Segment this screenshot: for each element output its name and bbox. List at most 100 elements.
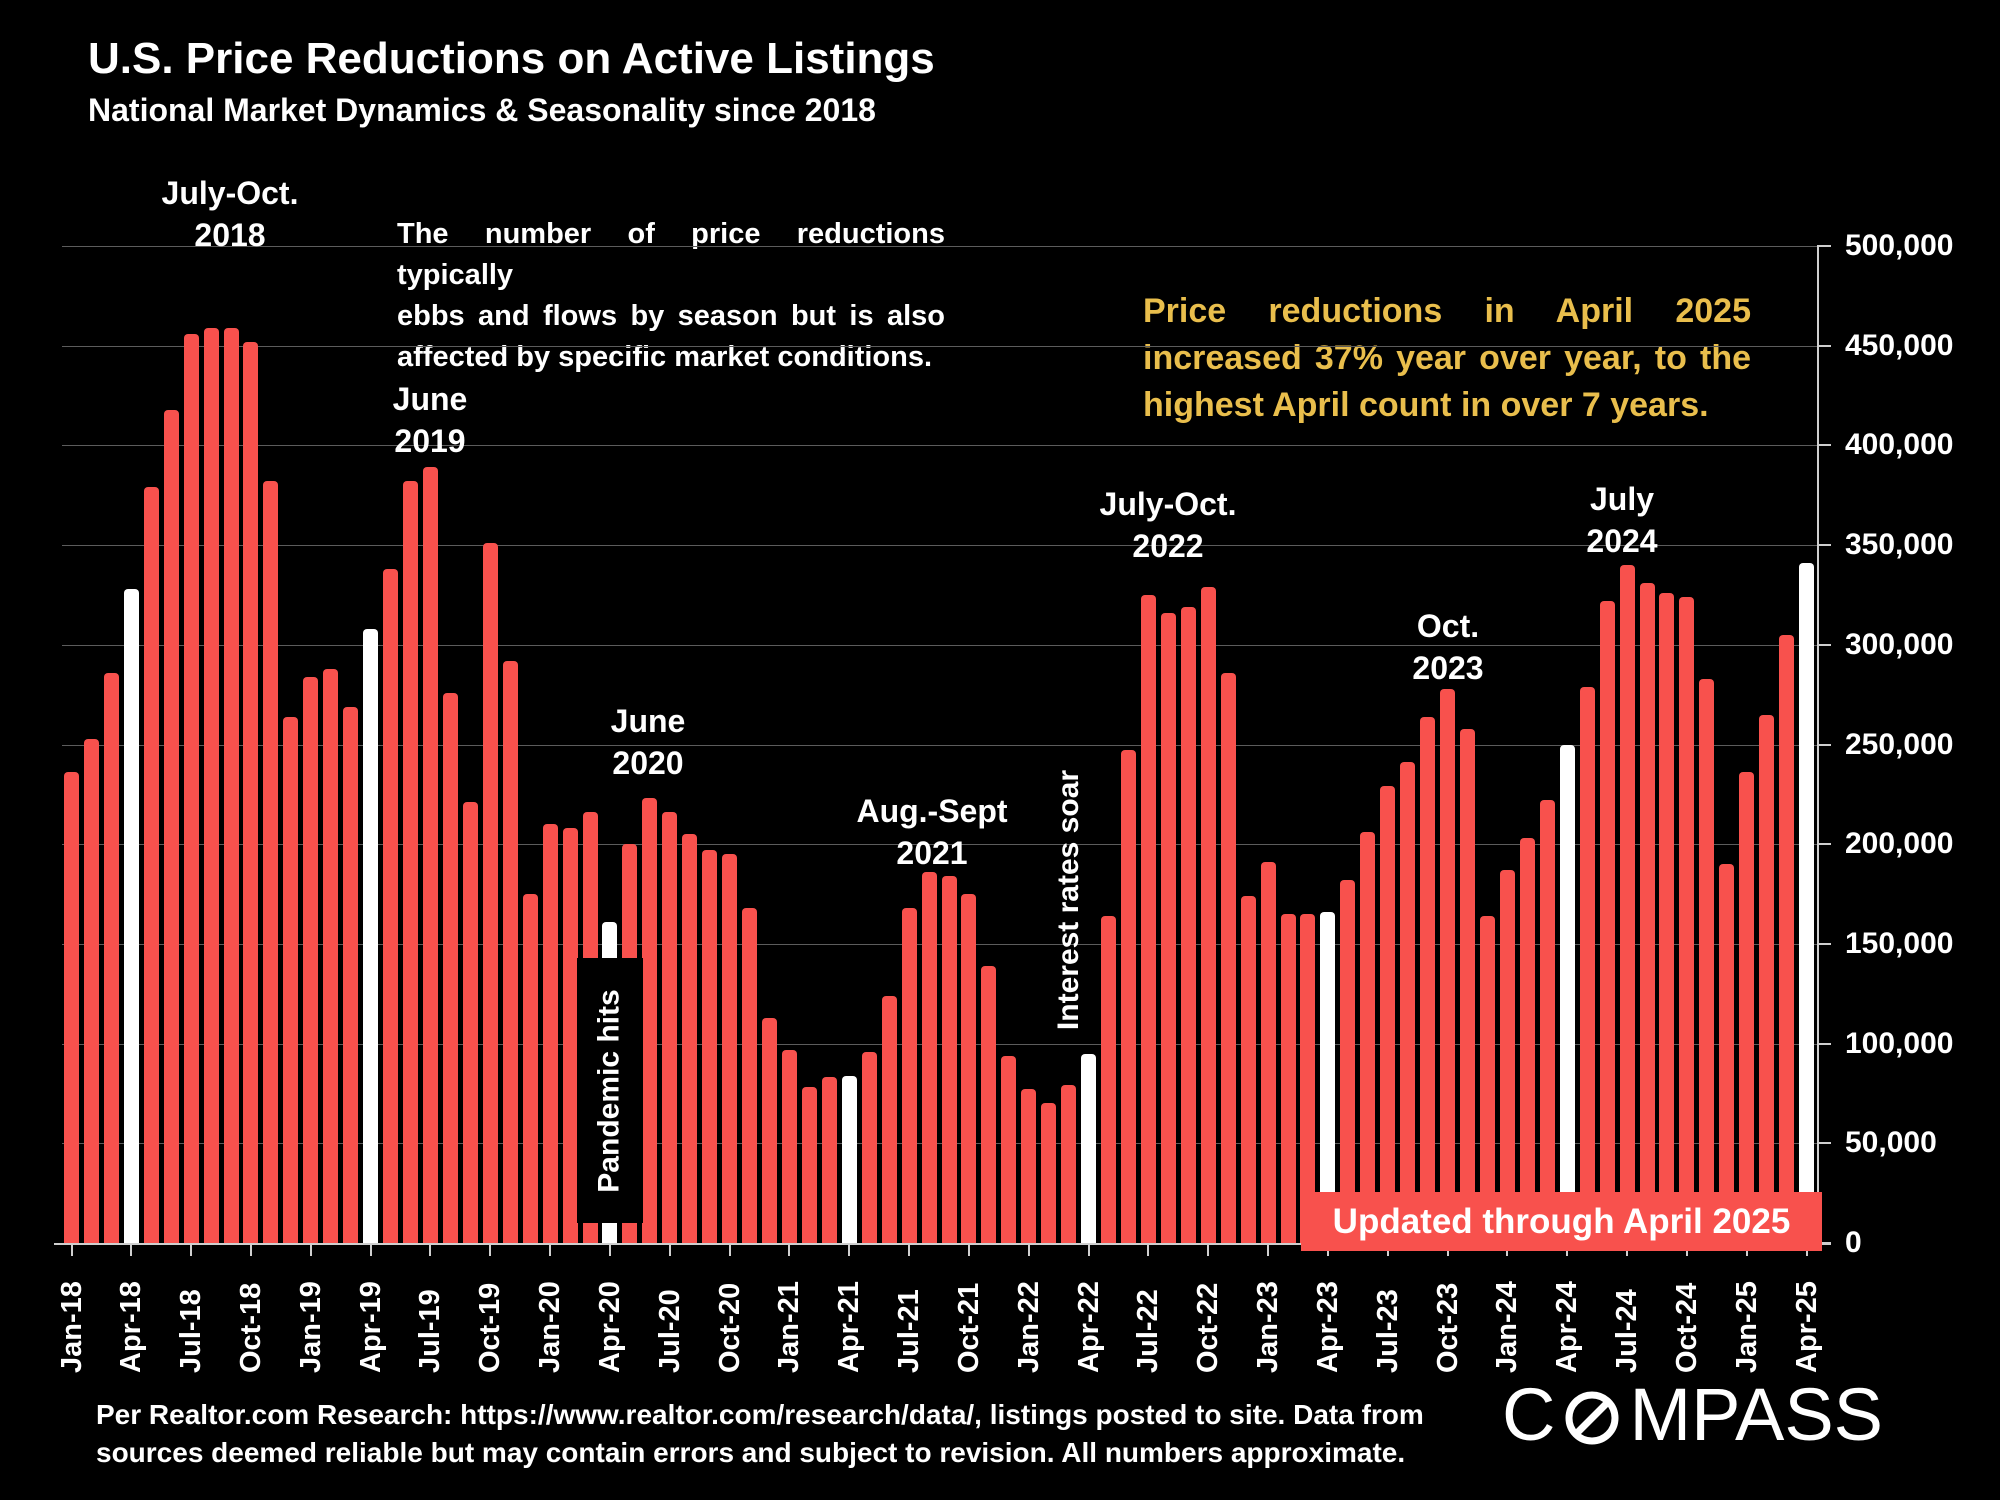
y-gridline xyxy=(62,744,1817,746)
x-axis-label: Apr-24 xyxy=(1551,1281,1584,1373)
chart-annotation-line: July-Oct. xyxy=(1099,486,1237,522)
page-title: U.S. Price Reductions on Active Listings xyxy=(88,34,935,83)
y-axis-tick xyxy=(1817,743,1831,746)
bar-highlight-april xyxy=(841,1075,857,1243)
pandemic-hits-text: Pandemic hits xyxy=(592,988,626,1193)
bar xyxy=(103,672,119,1243)
x-axis-label: Apr-19 xyxy=(354,1281,387,1373)
bar xyxy=(861,1051,877,1243)
x-axis-label: Jul-22 xyxy=(1132,1289,1165,1373)
source-footer-line: sources deemed reliable but may contain … xyxy=(96,1437,1406,1468)
bar-highlight-april xyxy=(1320,911,1336,1243)
chart-annotation-line: July-Oct. xyxy=(161,175,299,211)
x-axis-label: Jan-25 xyxy=(1730,1281,1763,1373)
x-axis-tick xyxy=(1027,1243,1030,1256)
bar xyxy=(1061,1085,1077,1243)
y-axis-label: 450,000 xyxy=(1845,328,1954,362)
source-footer: Per Realtor.com Research: https://www.re… xyxy=(96,1396,1424,1472)
bar xyxy=(682,834,698,1243)
y-axis-tick xyxy=(1817,643,1831,646)
x-axis-label: Apr-22 xyxy=(1072,1281,1105,1373)
interest-rates-soar-label: Interest rates soar xyxy=(1037,760,1101,1040)
chart-annotation: Oct. 2023 xyxy=(1412,605,1483,689)
x-axis-label: Apr-18 xyxy=(115,1281,148,1373)
seasonality-note-line: The number of price reductions typically xyxy=(397,218,945,291)
x-axis-label: Jan-24 xyxy=(1491,1281,1524,1373)
bar xyxy=(1260,862,1276,1243)
y-gridline xyxy=(62,1143,1817,1145)
bar-highlight-april xyxy=(1559,744,1575,1243)
seasonality-note-line: ebbs and flows by season but is also xyxy=(397,300,945,332)
bar xyxy=(1041,1103,1057,1243)
chart-annotation-line: 2023 xyxy=(1412,650,1484,686)
chart-annotation-line: 2018 xyxy=(194,217,266,253)
y-axis-label: 0 xyxy=(1845,1226,1862,1259)
highlight-note-line: Price reductions in April 2025 xyxy=(1143,292,1751,330)
bar xyxy=(1619,565,1635,1243)
bar xyxy=(1220,672,1236,1243)
bar xyxy=(821,1077,837,1243)
highlight-note-line: highest April count in over 7 years. xyxy=(1143,386,1709,424)
x-axis-label: Jul-21 xyxy=(893,1289,926,1373)
april-2025-highlight-note: Price reductions in April 2025 increased… xyxy=(1143,288,1751,429)
y-axis-tick xyxy=(1817,942,1831,945)
bar xyxy=(722,854,738,1243)
bar xyxy=(422,467,438,1243)
x-axis-label: Apr-21 xyxy=(833,1281,866,1373)
y-gridline xyxy=(62,246,1817,247)
chart-annotation-line: June xyxy=(610,703,686,739)
bar xyxy=(1440,688,1456,1243)
x-axis-tick xyxy=(848,1243,851,1256)
x-axis-label: Apr-20 xyxy=(593,1281,626,1373)
chart-annotation: July-Oct. 2018 xyxy=(162,172,299,256)
bar xyxy=(1001,1055,1017,1243)
bar xyxy=(83,738,99,1243)
bar xyxy=(1739,772,1755,1243)
x-axis-label: Jan-20 xyxy=(534,1281,567,1373)
y-axis-label: 350,000 xyxy=(1845,528,1954,562)
bar xyxy=(1499,870,1515,1243)
bar xyxy=(1400,762,1416,1243)
x-axis-tick xyxy=(1267,1243,1270,1256)
bar xyxy=(203,327,219,1243)
chart-annotation-line: 2022 xyxy=(1132,528,1204,564)
bar xyxy=(223,327,239,1243)
x-axis-line xyxy=(54,1243,1831,1245)
bar xyxy=(343,706,359,1243)
chart-annotation-line: Oct. xyxy=(1416,608,1480,644)
bar xyxy=(243,341,259,1243)
bar xyxy=(1280,913,1296,1243)
y-axis-tick xyxy=(1817,245,1831,247)
bar xyxy=(921,872,937,1243)
bar xyxy=(283,716,299,1243)
bar xyxy=(762,1017,777,1243)
x-axis-tick xyxy=(130,1243,133,1256)
bar xyxy=(981,965,997,1243)
y-axis-tick xyxy=(1817,1142,1831,1145)
bar xyxy=(1519,838,1535,1243)
highlight-note-line: increased 37% year over year, to the xyxy=(1143,339,1751,377)
x-axis-label: Oct-22 xyxy=(1192,1282,1225,1373)
y-axis-tick xyxy=(1817,544,1831,547)
y-axis-label: 100,000 xyxy=(1845,1026,1954,1060)
chart-annotation: June 2020 xyxy=(611,700,686,784)
y-gridline xyxy=(62,1043,1817,1045)
bar-highlight-april xyxy=(1799,563,1815,1243)
bar xyxy=(143,487,159,1243)
seasonality-note: The number of price reductions typically… xyxy=(397,214,945,378)
x-axis-tick xyxy=(70,1243,73,1256)
y-gridline xyxy=(62,644,1817,646)
pandemic-hits-label: Pandemic hits xyxy=(576,958,643,1223)
y-axis-label: 50,000 xyxy=(1845,1126,1937,1160)
bar-highlight-april xyxy=(1081,1053,1097,1243)
x-axis-tick xyxy=(369,1243,372,1256)
interest-rates-soar-text: Interest rates soar xyxy=(1051,769,1085,1031)
chart-annotation-line: July xyxy=(1589,481,1655,517)
bar xyxy=(781,1049,797,1243)
x-axis-label: Oct-20 xyxy=(713,1282,746,1373)
chart-annotation: July 2024 xyxy=(1586,478,1657,562)
x-axis-label: Jan-23 xyxy=(1252,1281,1285,1373)
x-axis-tick xyxy=(1207,1243,1210,1256)
